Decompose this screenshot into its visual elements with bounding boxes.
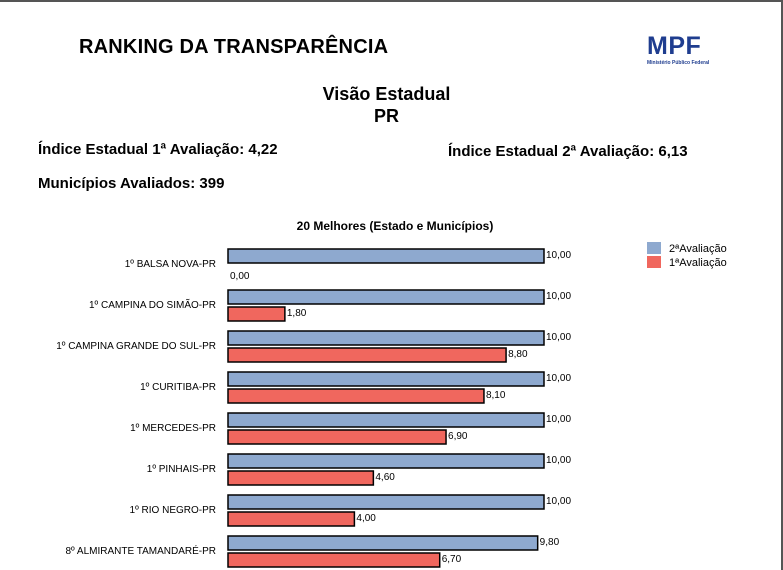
view-title: Visão Estadual xyxy=(322,84,451,104)
bar-second-evaluation xyxy=(227,371,545,387)
data-label: 4,60 xyxy=(375,472,395,483)
bar-first-evaluation xyxy=(227,347,507,363)
data-label: 10,00 xyxy=(546,373,571,384)
category-label: 1º RIO NEGRO-PR xyxy=(130,505,216,516)
data-label: 10,00 xyxy=(546,455,571,466)
category-label: 1º MERCEDES-PR xyxy=(130,423,216,434)
bar-second-evaluation xyxy=(227,330,545,346)
view-state: PR xyxy=(373,106,399,126)
chart-legend: 2ªAvaliação 1ªAvaliação xyxy=(647,242,727,269)
logo-mark: MPF xyxy=(647,32,702,60)
bar-first-evaluation xyxy=(227,388,485,404)
data-label: 10,00 xyxy=(546,291,571,302)
logo-subtitle: Ministério Público Federal xyxy=(647,60,710,66)
bar-second-evaluation xyxy=(227,289,545,305)
legend-label: 2ªAvaliação xyxy=(669,243,727,255)
bar-first-evaluation xyxy=(227,470,375,486)
data-label: 8,10 xyxy=(486,390,506,401)
mpf-logo: MPF Ministério Público Federal xyxy=(647,33,719,66)
category-label: 8º ALMIRANTE TAMANDARÉ-PR xyxy=(65,544,216,557)
bar-second-evaluation xyxy=(227,412,545,428)
category-label: 1º CAMPINA GRANDE DO SUL-PR xyxy=(56,341,216,352)
legend-swatch xyxy=(647,256,661,268)
data-label: 10,00 xyxy=(546,496,571,507)
municipalities-evaluated: Municípios Avaliados: 399 xyxy=(38,175,225,192)
data-label: 0,00 xyxy=(230,271,250,282)
data-label: 4,00 xyxy=(356,513,376,524)
category-label: 1º CAMPINA DO SIMÃO-PR xyxy=(89,298,216,311)
data-label: 1,80 xyxy=(287,308,307,319)
bar-second-evaluation xyxy=(227,453,545,469)
bar-second-evaluation xyxy=(227,494,545,510)
category-label: 1º PINHAIS-PR xyxy=(147,464,216,475)
data-label: 9,80 xyxy=(540,537,560,548)
bar-first-evaluation xyxy=(227,306,286,322)
category-label: 1º CURITIBA-PR xyxy=(140,382,216,393)
data-label: 6,70 xyxy=(442,554,462,565)
data-label: 10,00 xyxy=(546,332,571,343)
data-label: 10,00 xyxy=(546,414,571,425)
state-index-second: Índice Estadual 2ª Avaliação: 6,13 xyxy=(448,143,688,160)
bar-second-evaluation xyxy=(227,248,545,264)
chart-title: 20 Melhores (Estado e Municípios) xyxy=(297,219,494,233)
bar-first-evaluation xyxy=(227,511,356,527)
bar-second-evaluation xyxy=(227,535,539,551)
legend-label: 1ªAvaliação xyxy=(669,257,727,269)
data-label: 8,80 xyxy=(508,349,528,360)
data-label: 10,00 xyxy=(546,250,571,261)
category-label: 1º BALSA NOVA-PR xyxy=(125,259,216,270)
data-label: 6,90 xyxy=(448,431,468,442)
state-index-first: Índice Estadual 1ª Avaliação: 4,22 xyxy=(38,141,278,158)
top-border xyxy=(0,0,783,2)
bar-first-evaluation xyxy=(227,552,441,568)
chart-bars: 1º BALSA NOVA-PR 10,00 0,00 1º CAMPINA DO S… xyxy=(56,248,571,568)
ranking-chart: 20 Melhores (Estado e Municípios) 2ªAval… xyxy=(56,219,727,568)
legend-swatch xyxy=(647,242,661,254)
page-title: RANKING DA TRANSPARÊNCIA xyxy=(79,36,389,58)
right-border xyxy=(781,0,783,570)
bar-first-evaluation xyxy=(227,429,447,445)
